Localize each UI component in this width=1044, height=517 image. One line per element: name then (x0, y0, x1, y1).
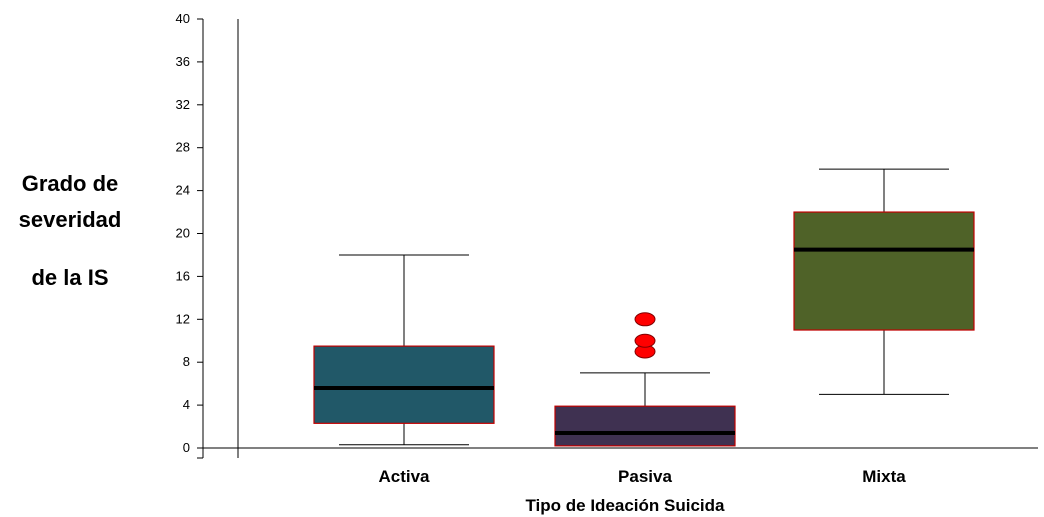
x-axis-label: Tipo de Ideación Suicida (525, 496, 725, 515)
pasiva-box (554, 405, 736, 447)
y-axis-label-line-2: severidad (18, 207, 122, 232)
y-axis-label-line-1: Grado de (21, 171, 119, 196)
y-tick-label-28: 28 (176, 140, 190, 155)
pasiva-outlier-3 (634, 312, 656, 327)
x-tick-label-activa: Activa (378, 467, 430, 486)
y-tick-label-36: 36 (176, 54, 190, 69)
activa-box (313, 345, 495, 424)
y-tick-label-24: 24 (176, 183, 190, 198)
y-axis-label: Grado de severidad de la IS (0, 166, 140, 296)
y-tick-label-16: 16 (176, 268, 190, 283)
y-tick-label-8: 8 (183, 354, 190, 369)
y-tick-label-20: 20 (176, 226, 190, 241)
mixta-box (793, 211, 975, 331)
pasiva-outlier-2 (634, 333, 656, 348)
x-tick-label-mixta: Mixta (862, 467, 906, 486)
y-axis-label-line-3: de la IS (31, 265, 109, 290)
y-tick-label-12: 12 (176, 311, 190, 326)
y-tick-label-4: 4 (183, 397, 190, 412)
y-tick-label-0: 0 (183, 440, 190, 455)
y-tick-label-40: 40 (176, 11, 190, 26)
y-tick-label-32: 32 (176, 97, 190, 112)
x-tick-label-pasiva: Pasiva (618, 467, 672, 486)
